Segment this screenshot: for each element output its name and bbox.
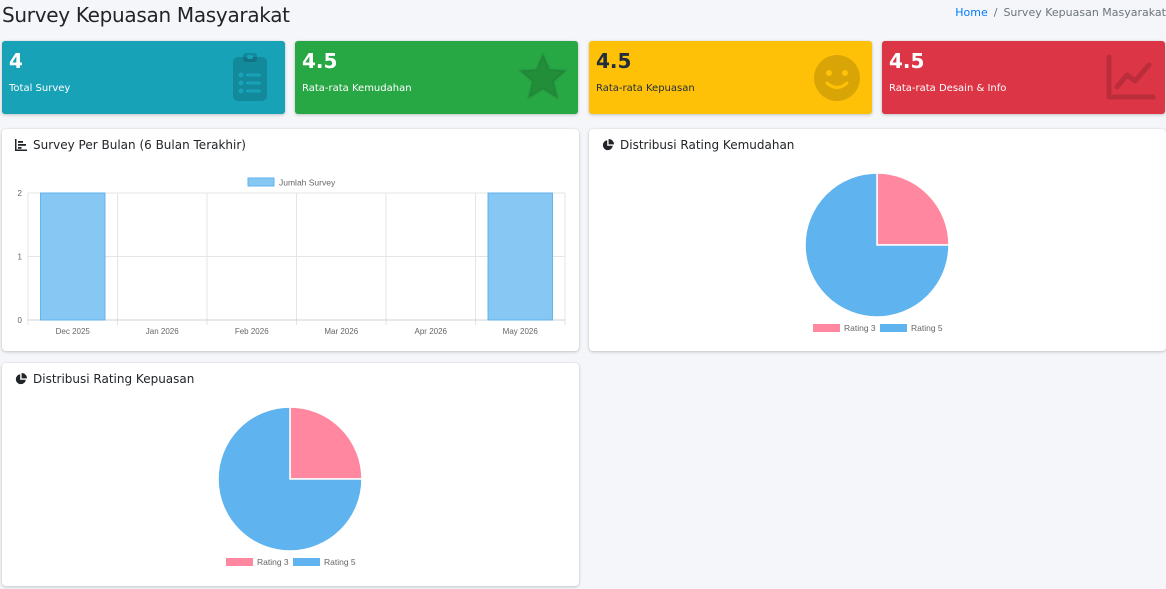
breadcrumb-home-link[interactable]: Home	[955, 6, 988, 19]
stat-box-kemudahan: 4.5 Rata-rata Kemudahan	[295, 41, 578, 114]
stat-value: 4.5	[596, 49, 632, 73]
breadcrumb-separator: /	[993, 6, 998, 19]
card-title-text: Distribusi Rating Kepuasan	[33, 372, 195, 386]
x-tick-label: Mar 2026	[324, 327, 358, 336]
breadcrumb-current: Survey Kepuasan Masyarakat	[1003, 6, 1166, 19]
chart-pie-icon	[15, 373, 27, 385]
x-tick-label: May 2026	[503, 327, 539, 336]
legend-swatch	[880, 324, 907, 332]
card-title: Distribusi Rating Kepuasan	[15, 372, 194, 386]
x-tick-label: Apr 2026	[415, 327, 448, 336]
x-tick-label: Feb 2026	[235, 327, 269, 336]
chart-line-icon	[1106, 54, 1156, 100]
stat-value: 4.5	[889, 49, 925, 73]
pie-chart-kemudahan[interactable]: Rating 3 Rating 5	[589, 129, 1166, 351]
legend-item: Rating 5	[293, 557, 356, 567]
y-tick-label: 1	[18, 253, 23, 262]
stat-value: 4	[9, 49, 23, 73]
smile-icon	[814, 55, 860, 101]
bar	[40, 192, 106, 321]
page-title: Survey Kepuasan Masyarakat	[2, 3, 290, 27]
legend-item: Rating 5	[880, 323, 943, 333]
legend-swatch	[813, 324, 840, 332]
pie-slice	[289, 406, 363, 480]
pie-slice	[876, 172, 950, 246]
x-tick-label: Dec 2025	[56, 327, 91, 336]
legend-swatch	[293, 558, 320, 566]
stat-label: Rata-rata Desain & Info	[889, 83, 1007, 94]
legend-item: Rating 3	[226, 557, 289, 567]
stat-value: 4.5	[302, 49, 338, 73]
chart-bar-icon	[15, 139, 27, 151]
breadcrumb: Home / Survey Kepuasan Masyarakat	[955, 6, 1166, 19]
y-tick-label: 2	[18, 189, 23, 198]
pie-chart-kepuasan[interactable]: Rating 3 Rating 5	[2, 363, 579, 586]
pie-slice	[217, 406, 363, 552]
stat-box-kepuasan: 4.5 Rata-rata Kepuasan	[589, 41, 872, 114]
y-tick-label: 0	[18, 316, 23, 325]
card-distribusi-kepuasan: Distribusi Rating Kepuasan Rating 3 Ratin…	[2, 363, 579, 586]
card-title: Survey Per Bulan (6 Bulan Terakhir)	[15, 138, 246, 152]
card-title: Distribusi Rating Kemudahan	[602, 138, 794, 152]
x-tick-label: Jan 2026	[146, 327, 179, 336]
legend-swatch	[247, 177, 275, 187]
clipboard-list-icon	[233, 53, 267, 101]
legend-swatch	[226, 558, 253, 566]
legend-label: Rating 3	[257, 557, 289, 567]
card-title-text: Survey Per Bulan (6 Bulan Terakhir)	[33, 138, 246, 152]
bar-chart[interactable]: Jumlah Survey 0 1 2 Dec 2025 Jan 2026 Feb 2026…	[2, 129, 579, 351]
card-distribusi-kemudahan: Distribusi Rating Kemudahan Rating 3 Rati…	[589, 129, 1166, 351]
legend: Jumlah Survey	[247, 177, 336, 188]
legend-label: Jumlah Survey	[279, 178, 336, 188]
pie-slice	[804, 172, 950, 318]
chart-pie-icon	[602, 139, 614, 151]
stat-label: Rata-rata Kemudahan	[302, 83, 412, 94]
star-icon	[518, 52, 568, 100]
stat-box-desain-info: 4.5 Rata-rata Desain & Info	[882, 41, 1165, 114]
stat-label: Total Survey	[9, 83, 71, 94]
stat-label: Rata-rata Kepuasan	[596, 83, 695, 94]
bar	[487, 192, 553, 321]
legend-label: Rating 5	[911, 323, 943, 333]
card-survey-per-bulan: Survey Per Bulan (6 Bulan Terakhir) Juml…	[2, 129, 579, 351]
legend-label: Rating 3	[844, 323, 876, 333]
legend-label: Rating 5	[324, 557, 356, 567]
stat-box-total-survey: 4 Total Survey	[2, 41, 285, 114]
legend-item: Rating 3	[813, 323, 876, 333]
card-title-text: Distribusi Rating Kemudahan	[620, 138, 795, 152]
